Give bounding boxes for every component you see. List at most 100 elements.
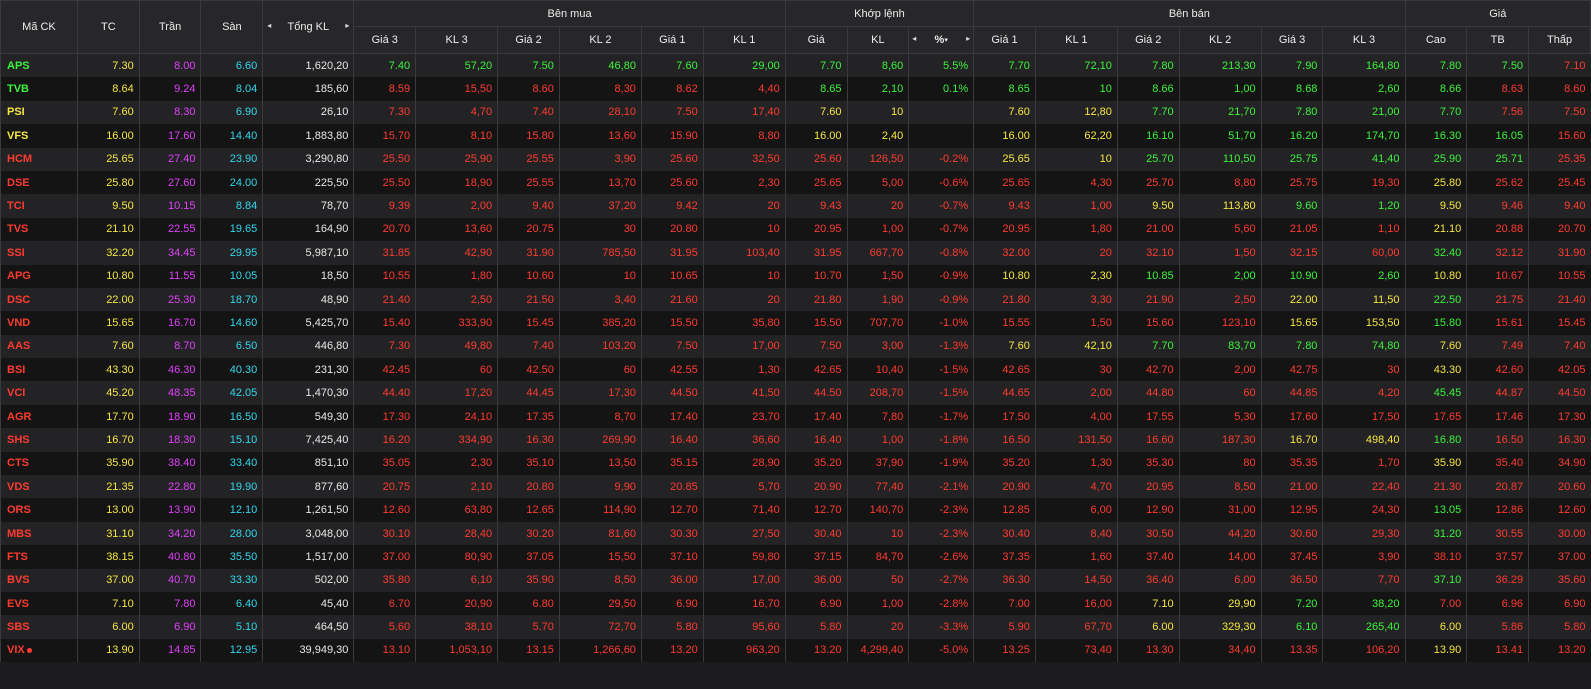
stock-symbol[interactable]: VFS <box>0 124 78 148</box>
stock-symbol[interactable]: TVS <box>0 217 78 242</box>
stock-symbol[interactable]: EVS <box>0 591 78 616</box>
table-row[interactable]: APS 7.30 8.00 6.60 1,620,20 7.40 57,20 7.50 46,8… <box>0 53 1591 78</box>
stock-symbol[interactable]: VCI <box>0 381 78 405</box>
avg-price: 9.46 <box>1466 194 1529 218</box>
table-row[interactable]: TVS 21.10 22.55 19.65 164,90 20.70 13,60 20.75 3… <box>0 217 1591 242</box>
col-avg[interactable]: TB <box>1466 26 1530 54</box>
table-row[interactable]: HCM 25.65 27.40 23.90 3,290,80 25.50 25,90 25.5… <box>0 147 1591 171</box>
sell-price-1: 10.80 <box>973 264 1036 288</box>
stock-symbol[interactable]: APG <box>0 264 78 288</box>
col-sell-vol-2[interactable]: KL 2 <box>1178 26 1262 54</box>
buy-price-2: 20.80 <box>497 475 560 499</box>
stock-symbol[interactable]: PSI <box>0 100 78 125</box>
table-row[interactable]: FTS 38.15 40.80 35.50 1,517,00 37.00 80,90 37.0… <box>0 545 1591 569</box>
sell-vol-3: 1,70 <box>1322 451 1406 476</box>
col-sell-price-2[interactable]: Giá 2 <box>1116 26 1180 54</box>
buy-price-2: 15.45 <box>497 311 560 335</box>
caret-right-icon[interactable]: ▸ <box>345 21 350 30</box>
col-sell-price-3[interactable]: Giá 3 <box>1260 26 1324 54</box>
col-buy-price-2[interactable]: Giá 2 <box>497 26 560 54</box>
stock-symbol[interactable]: VND <box>0 311 78 335</box>
table-row[interactable]: DSE 25.80 27.60 24.00 225,50 25.50 18,90 25.55 1… <box>0 170 1591 195</box>
stock-symbol[interactable]: FTS <box>0 545 78 569</box>
table-row[interactable]: VND 15.65 16.70 14.60 5,425,70 15.40 333,90 15.… <box>0 311 1591 335</box>
buy-price-1: 20.80 <box>640 217 704 242</box>
col-high[interactable]: Cao <box>1404 26 1468 54</box>
stock-symbol[interactable]: HCM <box>0 147 78 171</box>
col-symbol[interactable]: Mã CK <box>0 0 78 54</box>
high-price: 7.60 <box>1404 334 1467 359</box>
table-row[interactable]: BSI 43.30 46.30 40.30 231,30 42.45 60 42.50 60 42… <box>0 358 1591 382</box>
table-row[interactable]: SBS 6.00 6.90 5.10 464,50 5.60 38,10 5.70 72,70 5… <box>0 615 1591 639</box>
match-price: 44.50 <box>784 381 848 405</box>
table-row[interactable]: CTS 35.90 38.40 33.40 851,10 35.05 2,30 35.10 13… <box>0 451 1591 476</box>
col-match-pct[interactable]: ◂ %▾ ▸ <box>908 26 975 54</box>
buy-price-1: 10.65 <box>640 264 704 288</box>
buy-price-1: 42.55 <box>640 358 704 382</box>
stock-symbol[interactable]: SBS <box>0 615 78 639</box>
stock-symbol[interactable]: SSI <box>0 241 78 265</box>
high-price: 6.00 <box>1404 615 1467 639</box>
caret-down-icon[interactable]: ▾ <box>944 36 948 44</box>
table-row[interactable]: VFS 16.00 17.60 14.40 1,883,80 15.70 8,10 15.80… <box>0 124 1591 148</box>
table-row[interactable]: BVS 37.00 40.70 33.30 502,00 35.80 6,10 35.90 8,… <box>0 568 1591 592</box>
table-row[interactable]: VDS 21.35 22.80 19.90 877,60 20.75 2,10 20.80 9,… <box>0 475 1591 499</box>
table-row[interactable]: SHS 16.70 18.30 15.10 7,425,40 16.20 334,90 16.… <box>0 428 1591 452</box>
table-row[interactable]: APG 10.80 11.55 10.05 18,50 10.55 1,80 10.60 10 1… <box>0 264 1591 288</box>
col-ceil[interactable]: Trần <box>138 0 202 54</box>
col-total-volume[interactable]: ◂ Tổng KL ▸ <box>262 0 355 54</box>
col-match-vol[interactable]: KL <box>846 26 910 54</box>
buy-price-2: 7.50 <box>497 53 560 78</box>
stock-symbol[interactable]: AGR <box>0 404 78 429</box>
buy-price-3: 13.10 <box>353 638 416 663</box>
col-ref[interactable]: TC <box>76 0 140 54</box>
stock-symbol-label: DSC <box>7 293 31 306</box>
caret-right-icon[interactable]: ▸ <box>966 34 971 43</box>
col-buy-vol-2[interactable]: KL 2 <box>558 26 642 54</box>
caret-left-icon[interactable]: ◂ <box>912 34 917 43</box>
col-buy-price-1[interactable]: Giá 1 <box>640 26 704 54</box>
sell-vol-2: 44,20 <box>1178 521 1262 546</box>
table-row[interactable]: PSI 7.60 8.30 6.90 26,10 7.30 4,70 7.40 28,10 7.5… <box>0 100 1591 125</box>
stock-symbol[interactable]: DSE <box>0 170 78 195</box>
buy-vol-1: 32,50 <box>702 147 786 171</box>
col-buy-vol-1[interactable]: KL 1 <box>702 26 786 54</box>
buy-vol-2: 385,20 <box>558 311 642 335</box>
stock-symbol[interactable]: APS <box>0 53 78 78</box>
stock-symbol[interactable]: VIX <box>0 638 78 663</box>
col-sell-vol-1[interactable]: KL 1 <box>1034 26 1118 54</box>
table-row[interactable]: MBS 31.10 34.20 28.00 3,048,00 30.10 28,40 30.2… <box>0 521 1591 546</box>
stock-symbol[interactable]: TVB <box>0 77 78 101</box>
ceil-price: 18.90 <box>138 404 201 429</box>
table-row[interactable]: VIX 13.90 14.85 12.95 39,949,30 13.10 1,053,10… <box>0 638 1591 663</box>
col-low[interactable]: Thấp <box>1528 26 1591 54</box>
col-match-price[interactable]: Giá <box>784 26 848 54</box>
col-sell-vol-3[interactable]: KL 3 <box>1322 26 1406 54</box>
stock-symbol[interactable]: DSC <box>0 287 78 312</box>
stock-symbol[interactable]: VDS <box>0 475 78 499</box>
table-row[interactable]: SSI 32.20 34.45 29.95 5,987,10 31.85 42,90 31.9… <box>0 241 1591 265</box>
table-row[interactable]: EVS 7.10 7.80 6.40 45,40 6.70 20,90 6.80 29,50 6.… <box>0 591 1591 616</box>
high-price: 16.80 <box>1404 428 1467 452</box>
table-row[interactable]: AAS 7.60 8.70 6.50 446,80 7.30 49,80 7.40 103,20… <box>0 334 1591 359</box>
table-row[interactable]: TCI 9.50 10.15 8.84 78,70 9.39 2,00 9.40 37,20 9.… <box>0 194 1591 218</box>
col-sell-price-1[interactable]: Giá 1 <box>973 26 1036 54</box>
col-buy-price-3[interactable]: Giá 3 <box>353 26 417 54</box>
stock-symbol[interactable]: TCI <box>0 194 78 218</box>
stock-symbol[interactable]: SHS <box>0 428 78 452</box>
stock-symbol[interactable]: AAS <box>0 334 78 359</box>
stock-symbol[interactable]: ORS <box>0 498 78 522</box>
table-row[interactable]: VCI 45.20 48.35 42.05 1,470,30 44.40 17,20 44.4… <box>0 381 1591 405</box>
caret-left-icon[interactable]: ◂ <box>267 21 272 30</box>
stock-symbol[interactable]: BSI <box>0 358 78 382</box>
table-row[interactable]: TVB 8.64 9.24 8.04 185,60 8.59 15,50 8.60 8,30 8.… <box>0 77 1591 101</box>
col-buy-vol-3[interactable]: KL 3 <box>415 26 499 54</box>
stock-symbol[interactable]: BVS <box>0 568 78 592</box>
buy-vol-1: 17,00 <box>702 568 786 592</box>
stock-symbol[interactable]: CTS <box>0 451 78 476</box>
stock-symbol[interactable]: MBS <box>0 521 78 546</box>
table-row[interactable]: ORS 13.00 13.90 12.10 1,261,50 12.60 63,80 12.6… <box>0 498 1591 522</box>
col-floor[interactable]: Sàn <box>200 0 264 54</box>
table-row[interactable]: DSC 22.00 25.30 18.70 48,90 21.40 2,50 21.50 3,4… <box>0 287 1591 312</box>
table-row[interactable]: AGR 17.70 18.90 16.50 549,30 17.30 24,10 17.35 8… <box>0 404 1591 429</box>
